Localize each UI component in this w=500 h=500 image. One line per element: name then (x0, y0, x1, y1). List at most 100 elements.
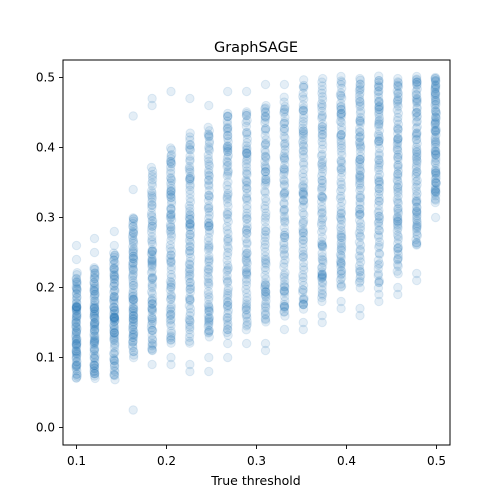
data-point (71, 304, 82, 315)
data-point (204, 190, 214, 201)
data-point (355, 118, 366, 129)
data-point (241, 268, 252, 278)
data-point (166, 332, 176, 343)
data-point (260, 160, 270, 171)
data-point (127, 272, 138, 282)
data-point (298, 128, 308, 138)
data-point (71, 336, 82, 346)
data-point (318, 255, 328, 266)
data-point (412, 206, 422, 217)
data-point (109, 361, 120, 372)
data-point (355, 225, 365, 235)
data-point (109, 314, 120, 324)
data-point (393, 94, 403, 105)
data-point (71, 340, 82, 350)
data-point (185, 256, 195, 267)
data-point (71, 343, 82, 354)
data-point (279, 281, 290, 292)
data-point (204, 313, 215, 323)
data-point (204, 100, 214, 111)
data-point (223, 167, 233, 177)
data-point (147, 345, 157, 355)
data-point (166, 269, 176, 280)
data-point (147, 313, 158, 324)
data-point (298, 246, 308, 256)
data-point (430, 148, 441, 158)
data-point (374, 104, 384, 115)
data-point (279, 105, 290, 115)
data-point (430, 88, 441, 98)
data-point (147, 200, 157, 210)
data-point (412, 134, 422, 145)
data-point (222, 221, 232, 232)
data-point (354, 215, 365, 226)
data-point (71, 353, 82, 363)
data-point (374, 249, 385, 259)
data-point (72, 302, 82, 312)
data-point (374, 96, 384, 107)
data-point (317, 248, 327, 258)
data-point (260, 278, 270, 288)
data-point (128, 353, 139, 363)
data-point (260, 167, 270, 177)
data-point (71, 317, 81, 327)
data-point (241, 184, 252, 194)
data-point (128, 332, 138, 343)
data-point (241, 264, 251, 275)
data-point (128, 314, 139, 324)
data-point (317, 119, 328, 129)
data-point (336, 80, 346, 90)
data-point (147, 93, 157, 104)
data-point (279, 262, 289, 272)
data-point (89, 360, 99, 371)
data-point (336, 112, 346, 123)
data-point (146, 162, 157, 173)
data-point (374, 143, 385, 154)
data-point (110, 286, 120, 296)
data-point (279, 231, 290, 241)
data-point (317, 277, 327, 287)
data-point (374, 225, 384, 235)
data-point (260, 186, 270, 196)
data-point (374, 232, 384, 242)
data-point (393, 108, 404, 119)
data-point (128, 310, 139, 320)
data-point (317, 81, 327, 91)
data-point (393, 289, 403, 300)
data-point (109, 281, 119, 291)
data-point (128, 213, 138, 223)
data-point (128, 337, 138, 347)
data-point (204, 221, 214, 231)
data-point (223, 188, 233, 199)
data-point (109, 295, 119, 305)
data-point (72, 268, 82, 278)
data-point (393, 169, 403, 179)
data-point (411, 131, 421, 141)
data-point (430, 103, 441, 113)
data-point (241, 338, 252, 349)
data-point (72, 279, 82, 289)
data-point (336, 143, 347, 153)
data-point (279, 250, 290, 261)
data-point (71, 240, 82, 251)
data-point (242, 258, 253, 268)
data-point (298, 231, 309, 242)
data-point (317, 185, 327, 196)
data-point (185, 366, 195, 377)
data-point (336, 222, 346, 233)
data-point (204, 265, 214, 275)
data-point (335, 212, 346, 222)
data-point (431, 107, 441, 117)
data-point (109, 349, 120, 359)
data-point (279, 270, 289, 280)
data-point (336, 259, 346, 270)
data-point (222, 192, 232, 203)
data-point (392, 144, 402, 155)
data-point (147, 190, 157, 200)
data-point (430, 142, 441, 153)
data-point (279, 198, 289, 208)
data-point (204, 261, 214, 271)
data-point (185, 287, 196, 297)
data-point (242, 319, 252, 330)
data-point (317, 273, 327, 283)
